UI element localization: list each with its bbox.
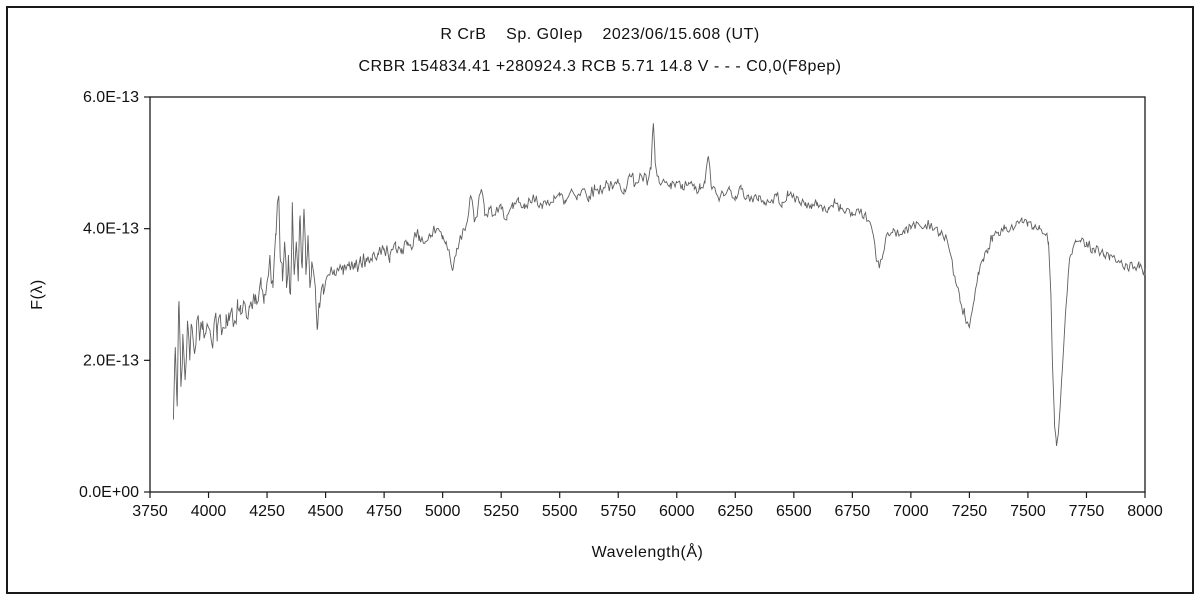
y-tick-label: 2.0E-13 [83, 352, 139, 369]
plot-frame [149, 96, 1146, 493]
x-tick-label: 5000 [425, 503, 461, 520]
chart-title: R CrB Sp. G0Iep 2023/06/15.608 (UT) [440, 26, 760, 43]
y-axis-title: F(λ) [29, 279, 46, 309]
x-tick-label: 4250 [249, 503, 285, 520]
x-tick-label: 3750 [132, 503, 168, 520]
x-tick-label: 4500 [308, 503, 344, 520]
x-tick-label: 7000 [893, 503, 929, 520]
x-tick-label: 5250 [483, 503, 519, 520]
x-tick-label: 7250 [952, 503, 988, 520]
x-tick-label: 7750 [1069, 503, 1105, 520]
chart-subtitle: CRBR 154834.41 +280924.3 RCB 5.71 14.8 V… [358, 58, 842, 75]
y-tick-label: 4.0E-13 [83, 221, 139, 238]
x-tick-label: 8000 [1127, 503, 1163, 520]
spectrum-line [172, 123, 1146, 446]
x-axis-title: Wavelength(Å) [592, 542, 704, 561]
x-tick-label: 5500 [542, 503, 578, 520]
x-tick-label: 7500 [1010, 503, 1046, 520]
x-tick-label: 6000 [659, 503, 695, 520]
x-tick-label: 4750 [366, 503, 402, 520]
x-tick-label: 5750 [600, 503, 636, 520]
y-tick-label: 6.0E-13 [83, 89, 139, 106]
x-tick-label: 6250 [717, 503, 753, 520]
x-tick-label: 4000 [191, 503, 227, 520]
y-tick-label: 0.0E+00 [79, 484, 139, 501]
x-tick-label: 6500 [776, 503, 812, 520]
x-tick-label: 6750 [835, 503, 871, 520]
